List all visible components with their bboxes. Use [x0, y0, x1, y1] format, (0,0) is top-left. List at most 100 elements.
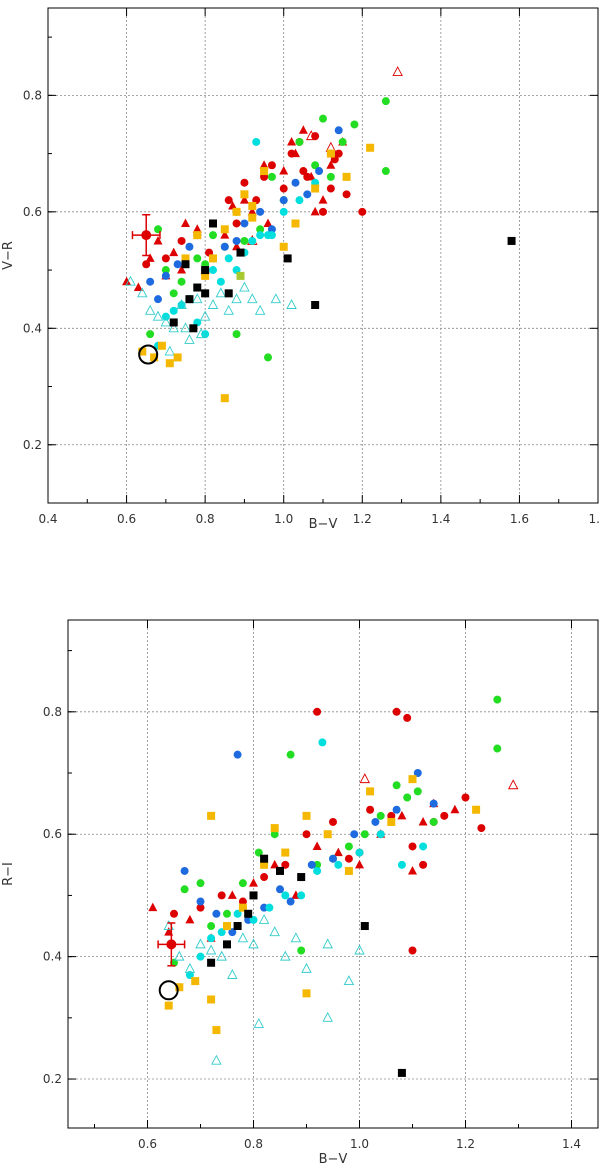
data-point — [233, 750, 242, 759]
data-point — [408, 775, 417, 784]
data-point — [248, 202, 257, 210]
data-point — [286, 299, 297, 309]
data-point — [258, 913, 270, 924]
series-3 — [170, 695, 502, 967]
data-point — [165, 359, 174, 368]
data-point — [290, 932, 302, 943]
data-point — [270, 293, 282, 304]
data-point — [291, 219, 300, 228]
data-point — [228, 201, 238, 210]
data-point — [240, 190, 249, 199]
data-point — [236, 271, 245, 280]
data-point — [195, 328, 207, 339]
data-point — [344, 854, 353, 863]
data-point — [189, 324, 198, 333]
data-point — [344, 842, 353, 851]
series-7 — [138, 143, 375, 403]
series-4 — [180, 750, 438, 937]
data-point — [461, 793, 470, 802]
data-point — [281, 848, 290, 857]
data-point — [247, 206, 257, 216]
data-point — [287, 149, 296, 158]
data-point — [224, 196, 233, 205]
data-point — [315, 167, 324, 176]
y-tick-label: 0.4 — [23, 321, 42, 335]
data-point — [280, 950, 291, 961]
data-point — [343, 975, 355, 986]
data-point — [212, 1026, 221, 1035]
data-point — [319, 114, 327, 123]
data-point — [260, 873, 269, 882]
data-point — [477, 824, 486, 833]
series-8 — [169, 219, 516, 333]
data-point — [216, 950, 227, 961]
data-point — [381, 97, 390, 106]
data-point — [326, 149, 335, 158]
series-6 — [163, 913, 365, 1065]
data-point — [223, 940, 231, 949]
x-tick-label: 1.2 — [353, 512, 372, 526]
data-point — [177, 236, 186, 245]
series-1 — [247, 66, 403, 245]
data-point — [279, 184, 288, 193]
data-point — [220, 230, 230, 239]
chart-vr-vs-bv: 0.4 0.6 0.8 1.0 1.2 1.4 1.6 1.8 0.2 0.4 0.6 0.8 B−V V… — [1, 7, 600, 532]
data-point — [276, 885, 284, 894]
data-point — [137, 287, 148, 298]
data-point — [298, 125, 308, 134]
data-point — [252, 137, 261, 146]
x-tick-label: 1.0 — [350, 1137, 369, 1151]
data-point — [355, 859, 364, 869]
data-point — [303, 172, 312, 181]
data-point — [240, 219, 249, 228]
data-point — [201, 266, 210, 275]
series-2 — [170, 707, 486, 955]
data-point — [244, 909, 253, 918]
data-point — [279, 196, 288, 205]
data-point — [376, 830, 385, 839]
series-1 — [359, 773, 519, 790]
data-point — [169, 289, 178, 298]
data-point — [301, 962, 312, 973]
data-point — [209, 266, 217, 275]
data-point — [276, 866, 284, 875]
data-point — [239, 281, 250, 292]
data-point — [392, 66, 403, 77]
data-point — [148, 902, 158, 912]
data-point — [366, 787, 375, 796]
data-point — [133, 282, 143, 292]
data-point — [175, 983, 184, 992]
data-point — [265, 903, 274, 912]
data-point — [164, 345, 176, 356]
data-point — [160, 316, 172, 327]
data-point — [279, 242, 288, 251]
data-point — [419, 842, 428, 851]
data-point — [168, 322, 179, 333]
data-point — [173, 353, 182, 362]
data-point — [381, 167, 390, 176]
data-point — [239, 195, 249, 204]
data-point — [392, 707, 401, 716]
y-tick-label: 0.8 — [23, 88, 42, 102]
plot-frame — [47, 7, 599, 504]
data-point — [507, 236, 516, 245]
x-tick-label: 1.4 — [562, 1137, 581, 1151]
data-point — [233, 922, 242, 931]
data-point — [180, 885, 189, 894]
data-point — [220, 394, 229, 403]
data-point — [223, 304, 234, 315]
data-point — [248, 236, 257, 245]
x-tick-label: 1.8 — [588, 512, 600, 526]
data-point — [196, 879, 205, 888]
data-point — [279, 207, 288, 216]
data-point — [254, 304, 266, 315]
data-point — [144, 304, 156, 315]
data-point — [408, 946, 417, 955]
data-point — [238, 879, 247, 888]
x-tick-label: 1.4 — [431, 512, 450, 526]
data-point — [472, 805, 481, 814]
data-point — [313, 866, 322, 875]
data-point — [267, 231, 276, 240]
data-point — [157, 341, 166, 350]
data-point — [181, 218, 190, 227]
